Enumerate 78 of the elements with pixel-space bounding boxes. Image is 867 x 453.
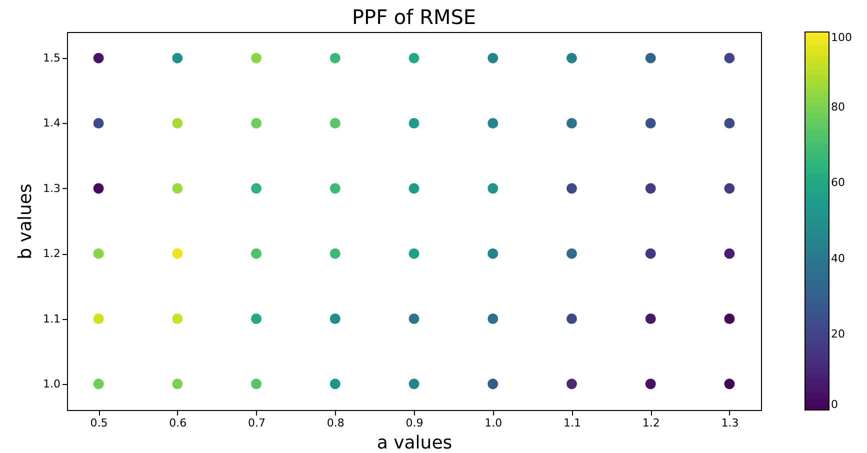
point — [408, 183, 420, 194]
point — [408, 52, 420, 64]
y-tick-label: 1.2 — [43, 247, 60, 260]
point — [566, 52, 577, 64]
x-tick-label: 0.5 — [90, 416, 108, 430]
point — [172, 314, 183, 324]
point — [330, 314, 340, 324]
x-tick-label: 0.8 — [326, 416, 344, 430]
x-tick-label: 0.9 — [406, 416, 424, 430]
point — [724, 248, 735, 259]
x-tick-label: 0.7 — [248, 416, 266, 430]
point — [251, 183, 262, 194]
point — [251, 248, 262, 259]
x-tick-label: 0.6 — [169, 416, 187, 430]
point — [172, 378, 183, 390]
point — [566, 248, 577, 259]
point — [724, 378, 735, 390]
point — [408, 378, 420, 390]
point — [645, 314, 656, 324]
point — [172, 118, 183, 128]
point — [724, 52, 735, 64]
point — [251, 118, 262, 128]
y-tick-label: 1.1 — [43, 312, 60, 326]
point — [724, 183, 735, 194]
point — [330, 248, 340, 259]
point — [172, 52, 183, 64]
point — [566, 378, 577, 390]
y-tick-label: 1.4 — [43, 116, 60, 130]
point — [93, 248, 104, 259]
point — [408, 118, 420, 128]
point — [93, 52, 104, 64]
x-tick-label: 1.3 — [721, 416, 739, 430]
point — [566, 118, 577, 128]
point — [330, 52, 340, 64]
point — [724, 118, 735, 128]
color-bar-label: 20 — [831, 327, 845, 340]
y-tick-label: 1.0 — [43, 377, 60, 390]
point — [645, 248, 656, 259]
point — [645, 118, 656, 128]
x-axis-title: a values — [376, 432, 452, 453]
point — [645, 378, 656, 390]
x-tick-label: 1.1 — [563, 416, 581, 430]
x-tick-label: 1.0 — [484, 416, 502, 430]
color-bar-label: 80 — [831, 100, 845, 114]
point — [645, 183, 656, 194]
point — [251, 378, 262, 390]
y-tick-label: 1.5 — [43, 52, 60, 65]
point — [488, 52, 498, 64]
point — [330, 183, 340, 194]
chart-title: PPF of RMSE — [352, 5, 476, 29]
point — [724, 314, 735, 324]
color-bar-label: 0 — [831, 398, 838, 411]
point — [488, 378, 498, 390]
point — [172, 248, 183, 259]
point — [488, 248, 498, 259]
point — [488, 183, 498, 194]
color-bar-label: 100 — [831, 31, 852, 44]
point — [408, 248, 420, 259]
point — [251, 314, 262, 324]
point — [566, 183, 577, 194]
point — [645, 52, 656, 64]
point — [93, 314, 104, 324]
point — [172, 183, 183, 194]
point — [408, 314, 420, 324]
point — [251, 52, 262, 64]
color-bar-label: 60 — [831, 176, 845, 190]
y-tick-label: 1.3 — [43, 182, 60, 195]
point — [566, 314, 577, 324]
color-bar-label: 40 — [831, 252, 845, 265]
point — [330, 378, 340, 390]
point — [93, 183, 104, 194]
x-tick-label: 1.2 — [642, 416, 660, 430]
point — [93, 118, 104, 128]
y-axis-title: b values — [15, 184, 36, 260]
point — [330, 118, 340, 128]
point — [93, 378, 104, 390]
point — [488, 314, 498, 324]
point — [488, 118, 498, 128]
